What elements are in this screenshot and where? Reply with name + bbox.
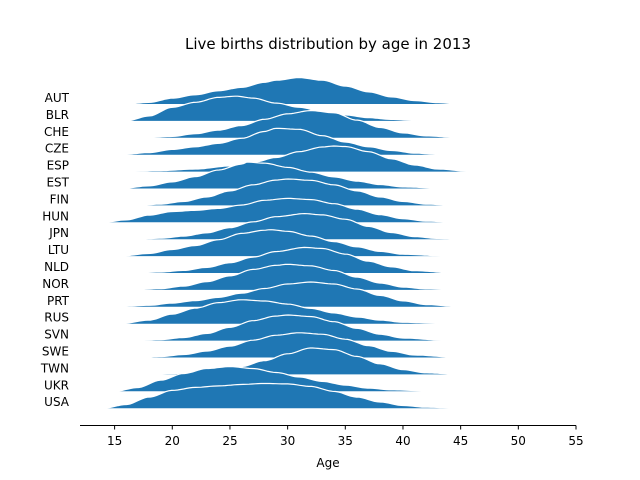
x-tick-label-50: 50 [511,434,526,448]
ridge-outline-fin [137,178,455,206]
ridge-area-swe [137,332,461,358]
ridge-outline-nld [131,246,455,274]
ridge-outline-usa [103,382,461,409]
country-label-prt: PRT [47,294,70,308]
ridge-area-aut [126,77,461,104]
country-label-rus: RUS [44,311,69,325]
ridge-area-twn [149,348,461,375]
country-label-twn: TWN [40,361,69,375]
x-tick-label-15: 15 [107,434,122,448]
country-label-nor: NOR [42,277,69,291]
ridge-outline-blr [126,95,438,122]
country-label-aut: AUT [45,91,70,105]
x-axis-label: Age [316,456,339,470]
ridge-area-nld [131,247,455,273]
ridge-area-cze [120,128,444,155]
country-label-jpn: JPN [48,226,69,240]
ridge-outline-hun [103,197,455,223]
ridges-group [103,76,473,409]
x-tick-label-45: 45 [453,434,468,448]
ridge-outline-swe [137,332,461,359]
ridge-outline-che [143,110,461,139]
country-label-svn: SVN [44,328,69,342]
ridge-outline-esp [126,145,473,173]
ridge-area-usa [103,383,461,409]
ridge-area-svn [137,315,450,341]
ridge-outline-est [120,161,450,190]
ridge-area-ukr [114,366,438,392]
country-label-ukr: UKR [44,378,69,392]
country-label-blr: BLR [46,108,69,122]
ridge-outline-svn [137,314,450,342]
ridge-area-nor [131,264,455,290]
ridge-area-est [120,162,450,189]
ridge-outline-aut [126,76,461,105]
ridge-area-hun [103,198,455,223]
ridge-outline-prt [114,281,461,308]
ridge-area-ltu [120,229,450,257]
country-label-hun: HUN [42,209,69,223]
ridge-area-jpn [137,213,461,240]
ridge-area-rus [120,299,450,324]
country-label-ltu: LTU [48,243,69,257]
x-tick-label-55: 55 [568,434,583,448]
ridge-outline-cze [120,127,444,156]
country-label-usa: USA [44,395,70,409]
x-tick-label-25: 25 [222,434,237,448]
x-axis-ticks: 15 20 25 30 35 40 45 50 55 [107,425,584,448]
country-label-esp: ESP [47,159,69,173]
x-tick-label-40: 40 [395,434,410,448]
chart-title: Live births distribution by age in 2013 [185,35,471,53]
ridge-area-fin [137,179,455,206]
country-label-fin: FIN [50,192,69,206]
ridge-outline-nor [131,263,455,291]
country-label-nld: NLD [44,260,69,274]
ridge-outline-rus [120,299,450,325]
ridge-area-che [143,110,461,138]
country-label-cze: CZE [45,142,69,156]
country-labels: AUT BLR CHE CZE ESP EST FIN HUN JPN LTU NLD NOR PRT R… [40,91,70,409]
ridge-outline-ltu [120,229,450,257]
country-label-che: CHE [44,125,69,139]
country-label-swe: SWE [42,345,69,359]
x-tick-label-30: 30 [280,434,295,448]
ridge-outline-jpn [137,212,461,240]
ridge-area-blr [126,96,438,121]
x-tick-label-35: 35 [338,434,353,448]
ridge-area-esp [126,146,473,172]
x-tick-label-20: 20 [165,434,180,448]
country-label-est: EST [46,176,69,190]
ridge-outline-ukr [114,366,438,392]
